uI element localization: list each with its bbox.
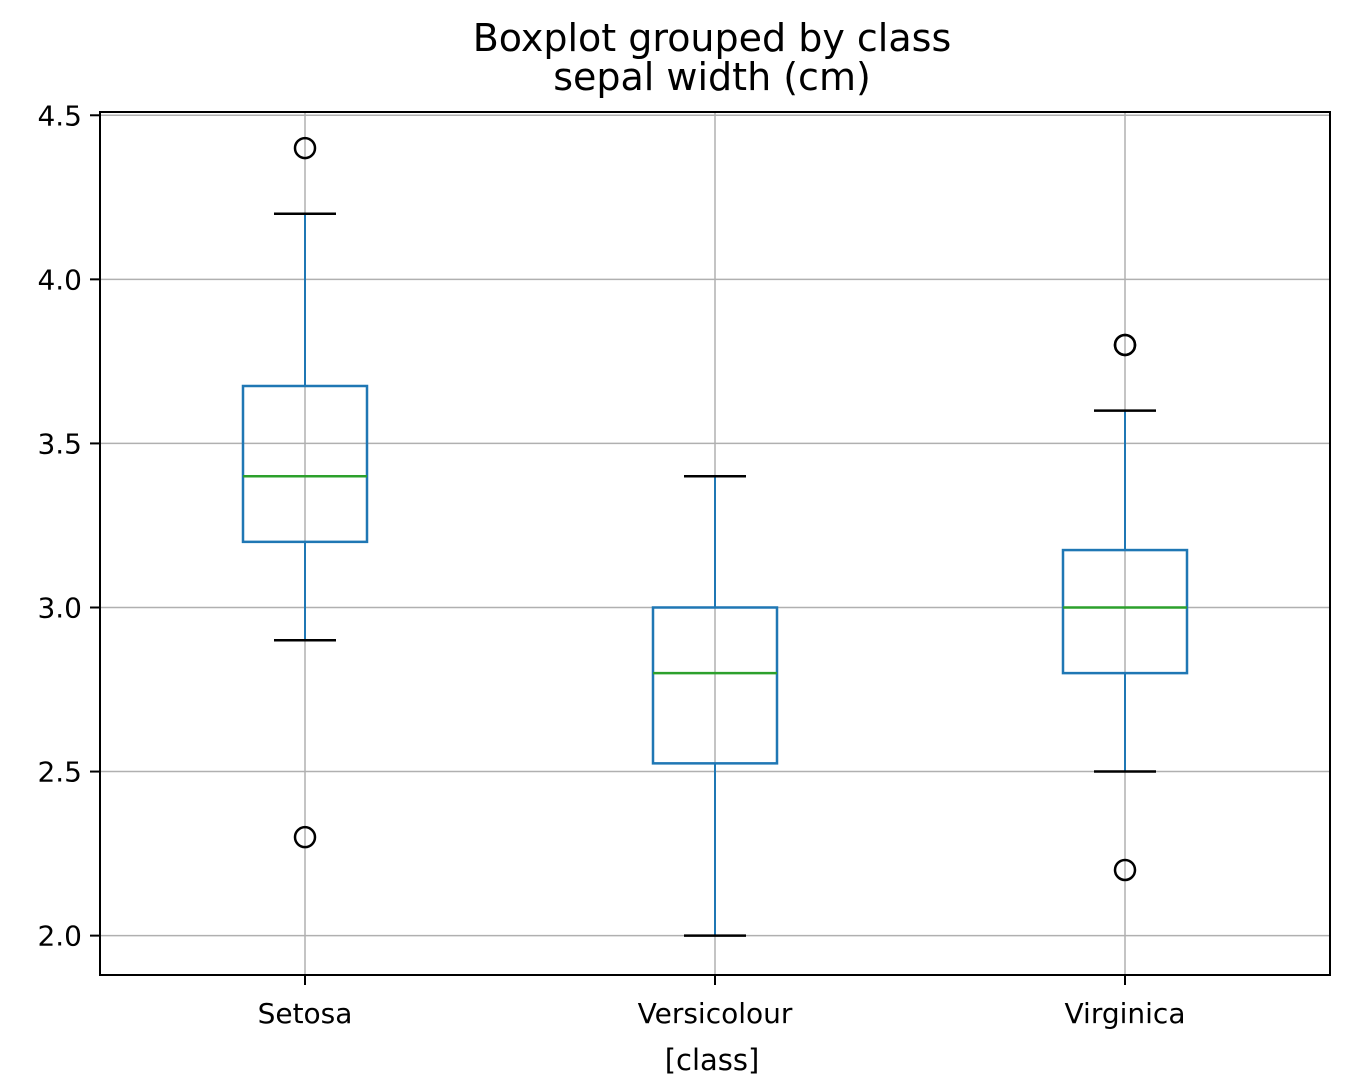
box-setosa — [241, 136, 369, 849]
box-versicolour — [651, 474, 779, 937]
iqr-box — [651, 606, 779, 765]
iqr-box — [241, 384, 369, 544]
box-series — [241, 136, 1189, 937]
flier-point — [1113, 333, 1137, 357]
flier-point — [1113, 858, 1137, 882]
flier-point — [293, 136, 317, 160]
y-tick-label: 2.5 — [37, 756, 82, 789]
box-virginica — [1061, 333, 1189, 882]
axis-ticks: 2.0 2.5 3.0 3.5 4.0 4.5 Setosa Versicolour Virgi… — [37, 99, 1185, 1030]
y-tick-label: 2.0 — [37, 920, 82, 953]
x-axis-label: [class] — [665, 1043, 760, 1077]
flier-point — [293, 825, 317, 849]
iqr-box — [1061, 548, 1189, 675]
x-tick-label: Setosa — [258, 997, 353, 1030]
y-tick-label: 4.0 — [37, 263, 82, 296]
y-tick-label: 3.0 — [37, 591, 82, 624]
y-tick-label: 4.5 — [37, 99, 82, 132]
x-tick-label: Virginica — [1065, 997, 1186, 1030]
chart-title: Boxplot grouped by class — [473, 16, 952, 60]
chart-subtitle: sepal width (cm) — [553, 55, 871, 99]
y-tick-label: 3.5 — [37, 427, 82, 460]
x-tick-label: Versicolour — [638, 997, 793, 1030]
